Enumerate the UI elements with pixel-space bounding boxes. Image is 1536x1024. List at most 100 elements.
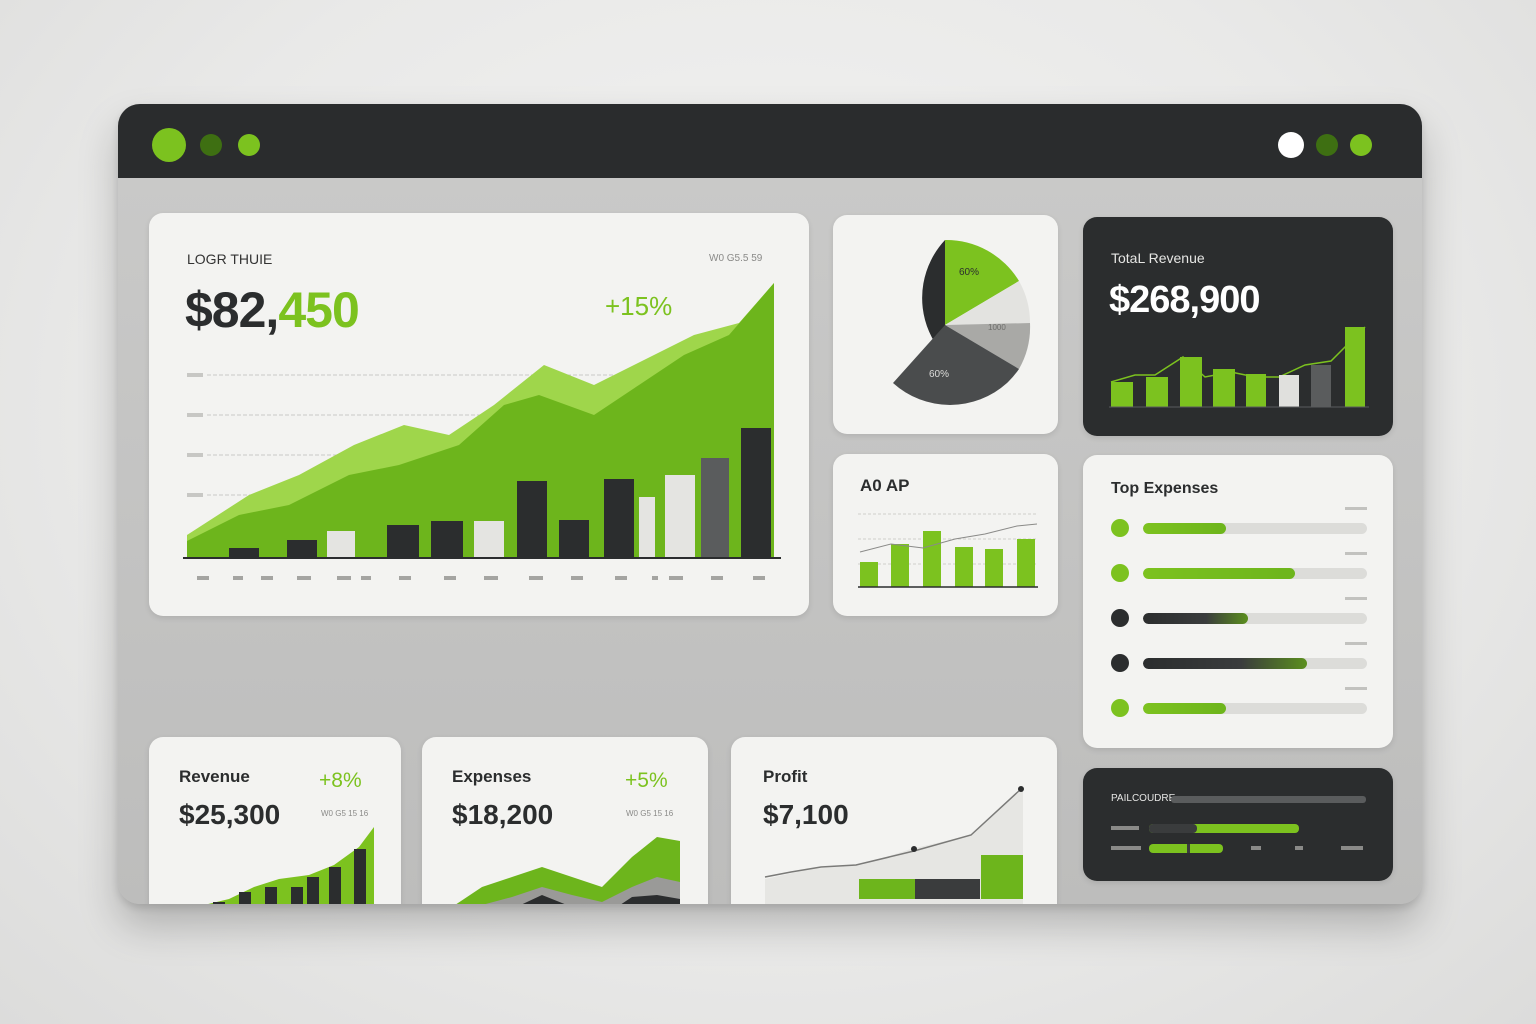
expenses-title: Expenses [452,767,532,786]
small-bars [860,531,1035,587]
main-bar [701,458,729,558]
revenue-bar [213,902,225,904]
total-revenue-value: $268,900 [1109,279,1260,321]
small-chart-line [859,523,1038,553]
bottom-dark-chart [1111,796,1366,853]
main-x-ticks [197,576,765,580]
pie-label-gray: 1000 [988,323,1006,332]
window-control-maximize[interactable] [238,134,260,156]
expense-progress-track [1143,568,1367,579]
profit-value: $7,100 [763,799,849,830]
total-revenue-bars [1111,327,1365,407]
window-control-minimize[interactable] [200,134,222,156]
main-bar [741,428,771,558]
tr-bar [1111,382,1133,407]
expenses-value: $18,200 [452,799,554,830]
pie-slice-slate [893,325,1019,405]
expense-progress-fill [1143,658,1307,669]
profit-bar [859,879,915,899]
expense-dot-icon [1111,564,1129,582]
main-bar [387,525,419,558]
expenses-area-mid [485,877,680,904]
small-bar [1017,539,1035,587]
small-bar [985,549,1003,587]
revenue-bar [265,887,277,904]
top-expenses-card: Top Expenses [1083,455,1393,748]
tr-bar [1213,369,1235,407]
profit-card: Profit $7,100 [731,737,1057,904]
revenue-title: Revenue [179,767,250,786]
pie-chart-card: 60% 1000 60% [833,215,1058,434]
revenue-value: $25,300 [179,799,281,830]
main-card-corner-label: W0 G5.5 59 [709,253,763,264]
main-value-prefix: $82, [185,282,279,338]
window-control-white[interactable] [1278,132,1304,158]
expenses-corner-label: W0 G5 15 16 [626,809,674,818]
profit-title: Profit [763,767,808,786]
profit-chart [764,786,1024,904]
tr-bar [1279,375,1299,407]
revenue-chart [208,827,374,904]
revenue-bar [354,849,366,904]
top-expenses-title: Top Expenses [1111,480,1219,497]
main-bar [639,497,655,558]
expense-small-marker [1345,597,1367,600]
small-bar [860,562,878,587]
main-card-change: +15% [605,291,673,321]
total-revenue-chart [1109,326,1369,408]
window-control-green[interactable] [1350,134,1372,156]
expense-progress-track [1143,613,1367,624]
expenses-area-dark [522,895,680,904]
profit-area [765,789,1023,904]
profit-bar [981,855,1023,899]
window-control-large[interactable] [152,128,186,162]
pie-chart [893,239,1031,405]
pie-label-green: 60% [959,267,980,278]
main-card-title: LOGR THUIE [187,251,273,267]
expense-dot-icon [1111,654,1129,672]
main-area-bar-chart [183,283,781,580]
main-chart-card: LOGR THUIE W0 G5.5 59 $82,450 +15% [149,213,809,616]
expense-dot-icon [1111,519,1129,537]
main-bar [517,481,547,558]
main-bars [229,428,771,558]
expense-progress-track [1143,658,1367,669]
small-bar-chart-card: A0 AP [833,454,1058,616]
bottom-dark-card: PAILCOUDRE [1083,768,1393,881]
small-bar [923,531,941,587]
tr-bar [1246,374,1266,407]
main-bar [287,540,317,558]
expenses-chart [456,837,680,904]
main-bar [559,520,589,558]
window-control-dark-green[interactable] [1316,134,1338,156]
expense-progress-fill [1143,523,1226,534]
expenses-change: +5% [625,769,668,792]
expense-progress-track [1143,523,1367,534]
main-bar [327,531,355,558]
small-bar [955,547,973,587]
revenue-bar [239,892,251,904]
main-bar [431,521,463,558]
expense-small-marker [1345,552,1367,555]
main-bar [665,475,695,558]
main-card-value: $82,450 [185,281,360,339]
small-bar-chart [858,513,1038,588]
expense-dot-icon [1111,609,1129,627]
tr-bar [1345,327,1365,407]
main-bar [229,548,259,558]
revenue-bar [291,887,303,904]
revenue-card: Revenue +8% $25,300 W0 G5 15 16 [149,737,401,904]
pie-label-dark: 60% [929,369,950,380]
small-chart-title: A0 AP [860,476,910,495]
expense-progress-track [1143,703,1367,714]
profit-bar [915,879,980,899]
main-bar [604,479,634,558]
profit-line [764,788,1022,878]
pie-slice-mid [945,323,1031,369]
dashboard-window: LOGR THUIE W0 G5.5 59 $82,450 +15% [118,104,1422,904]
pie-slice-green [945,239,1019,325]
tr-bar [1180,357,1202,407]
dashboard-content: LOGR THUIE W0 G5.5 59 $82,450 +15% [118,178,1422,904]
revenue-change: +8% [319,769,362,792]
expense-small-marker [1345,507,1367,510]
